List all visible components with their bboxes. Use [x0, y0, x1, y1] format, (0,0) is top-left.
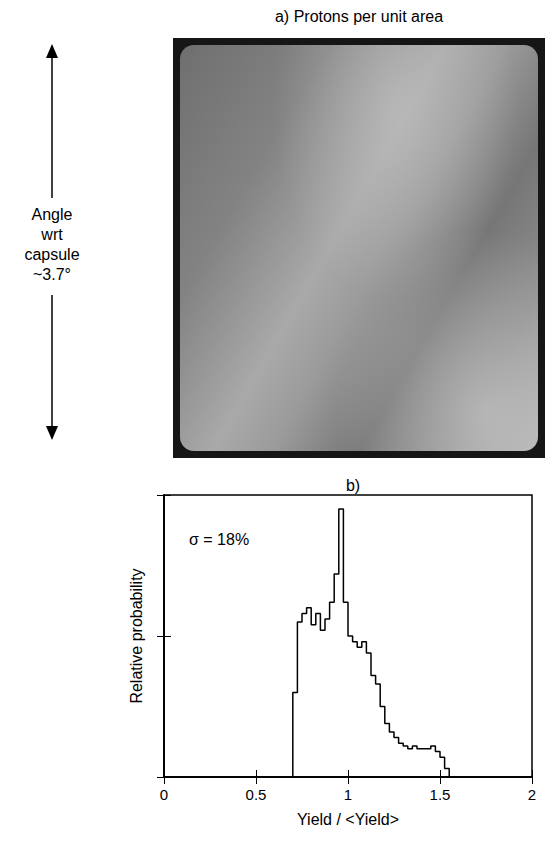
- html-text:Angle: Angle: [31, 206, 73, 223]
- svg-text:b): b): [346, 477, 360, 494]
- svg-text:0: 0: [160, 786, 168, 803]
- html-text:wrt: wrt: [41, 226, 63, 243]
- svg-text:2: 2: [528, 786, 536, 803]
- svg-text:Relative probability: Relative probability: [128, 568, 145, 703]
- svg-text:0.5: 0.5: [246, 786, 267, 803]
- svg-text:σ = 18%: σ = 18%: [189, 531, 249, 548]
- svg-text:1.5: 1.5: [430, 786, 451, 803]
- svg-text:1: 1: [344, 786, 352, 803]
- svg-text:Yield / <Yield>: Yield / <Yield>: [297, 811, 399, 828]
- html-text:a) Protons per unit area: a) Protons per unit area: [275, 8, 443, 25]
- html-text:capsule: capsule: [24, 246, 80, 263]
- html-text:~3.7°: ~3.7°: [33, 266, 71, 283]
